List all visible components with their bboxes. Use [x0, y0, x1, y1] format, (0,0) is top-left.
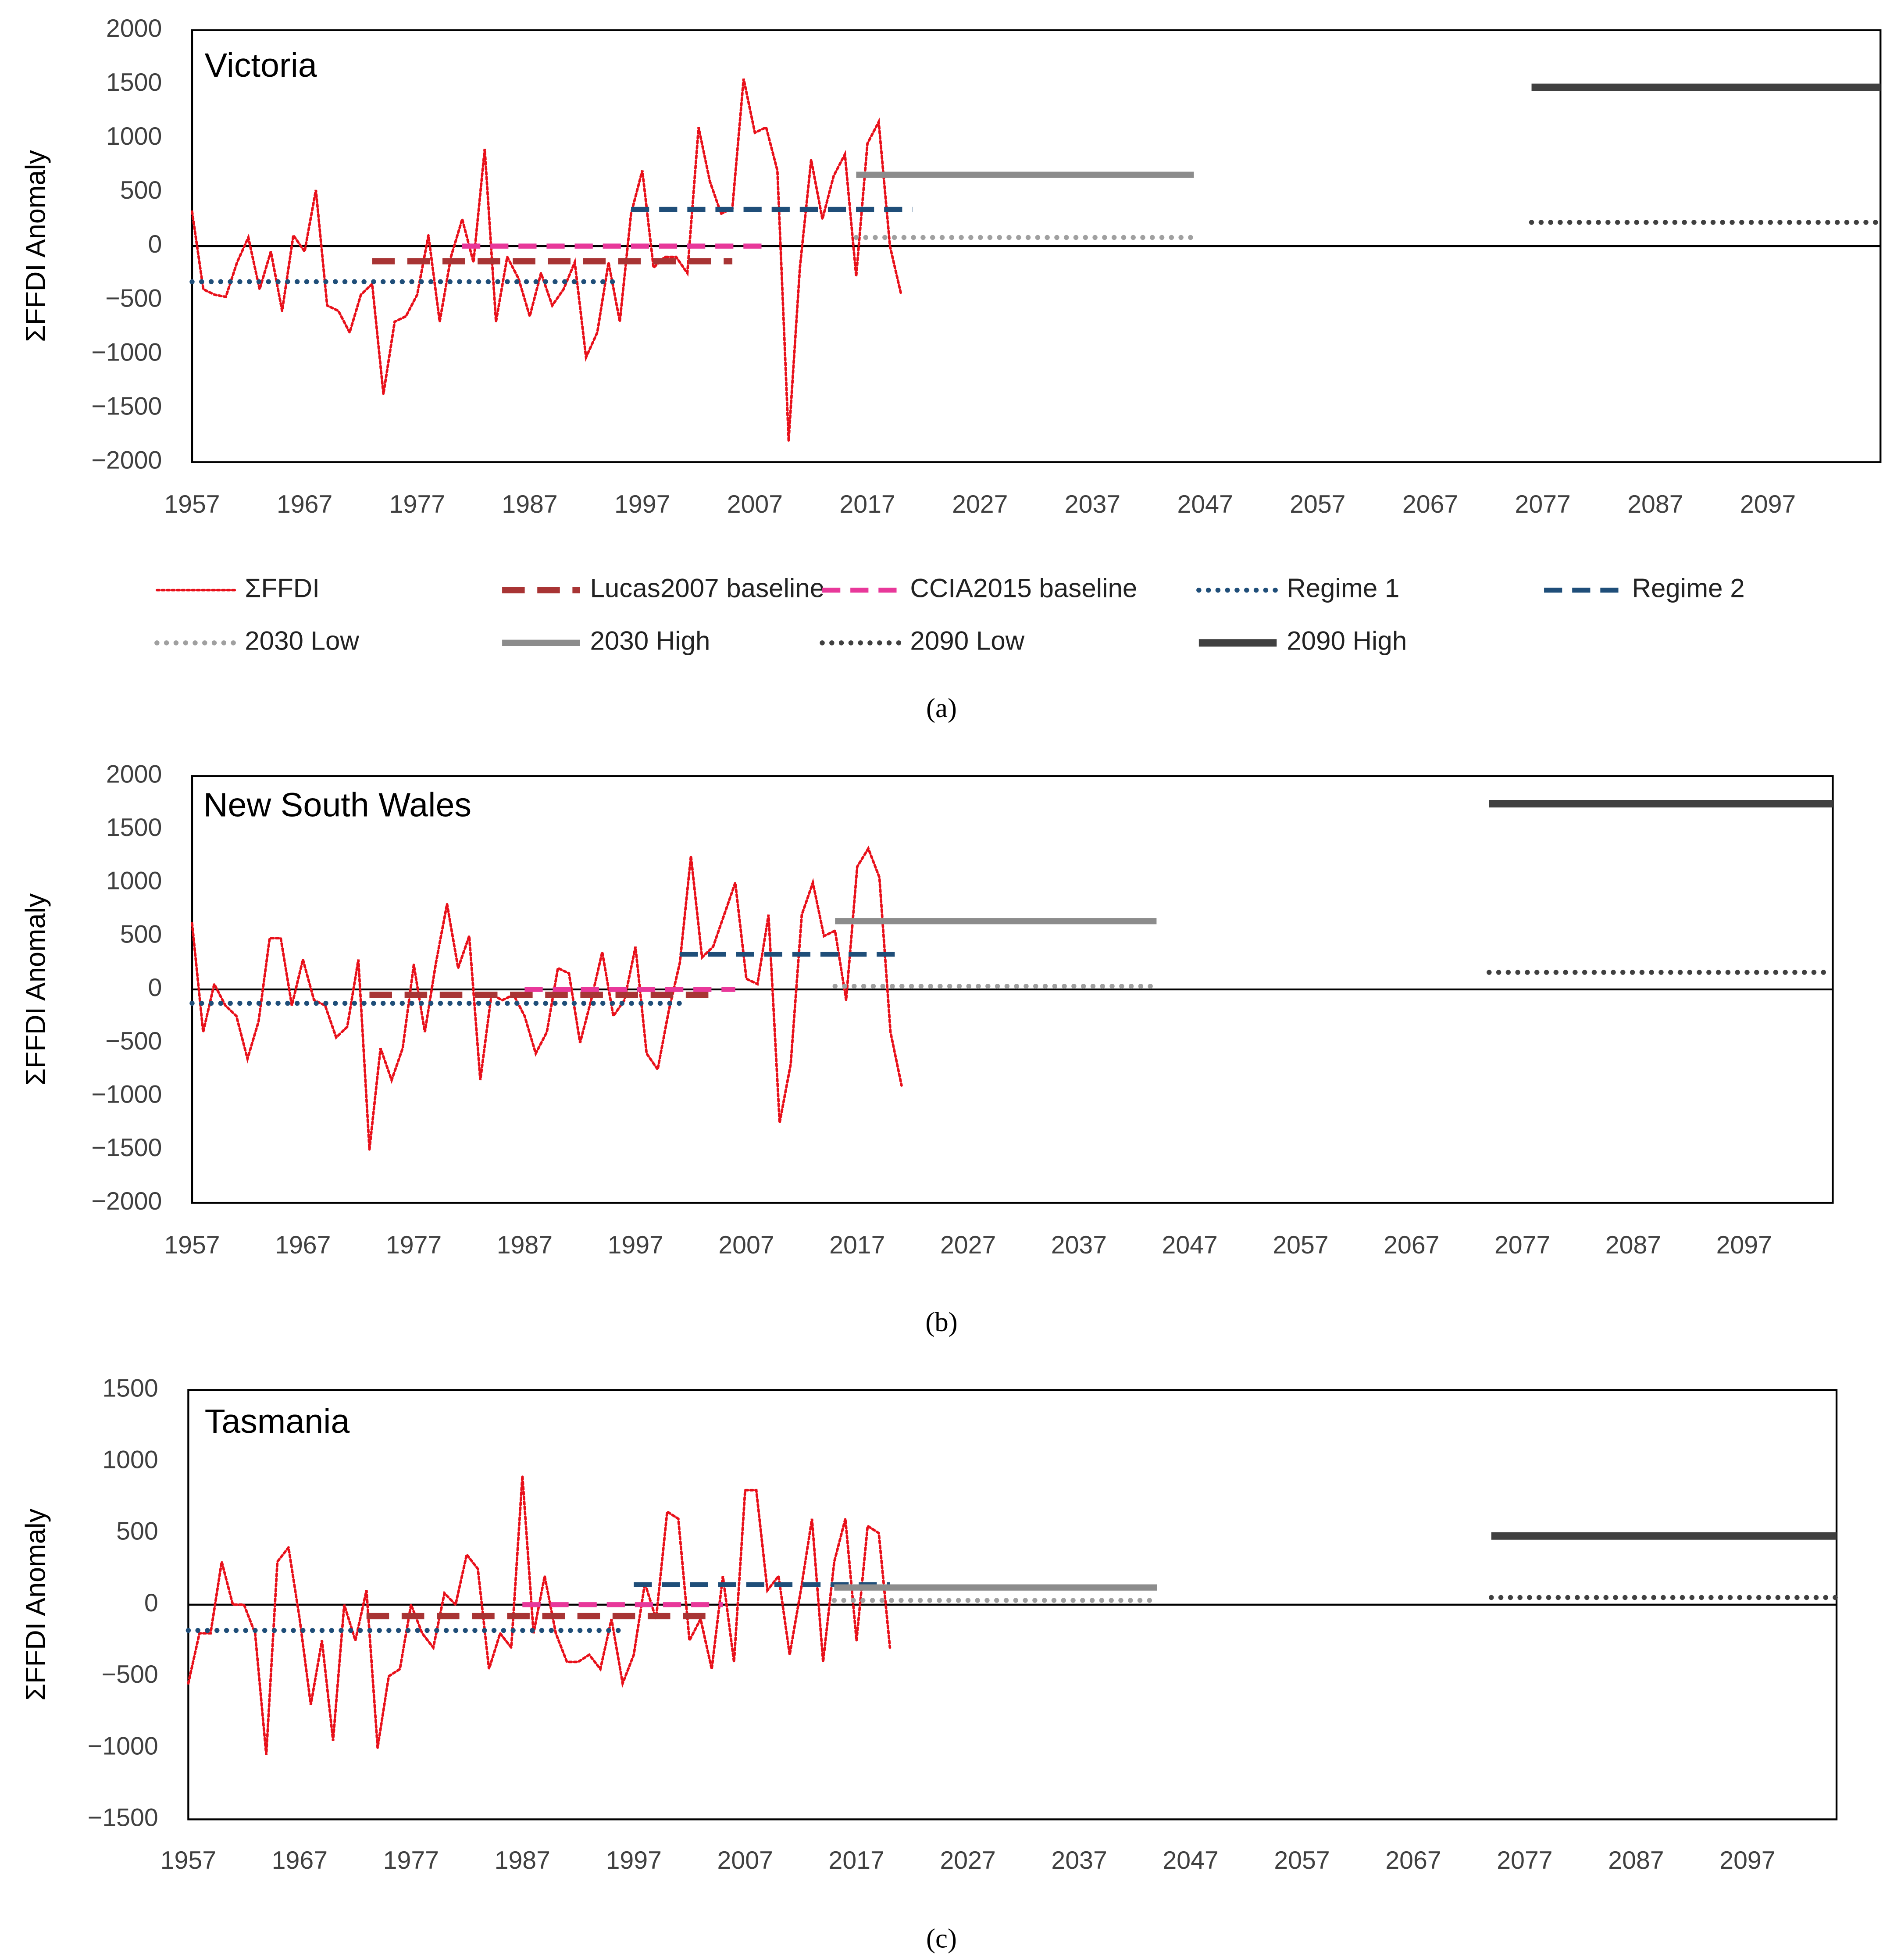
x-tick-label: 1957: [164, 490, 220, 518]
y-tick-label: −1000: [88, 1732, 158, 1760]
y-tick-label: 1000: [106, 122, 162, 150]
y-axis-label: ΣFFDI Anomaly: [21, 1508, 51, 1700]
x-tick-label: 2027: [952, 490, 1008, 518]
legend-label: 2030 Low: [245, 626, 359, 656]
x-tick-label: 2037: [1065, 490, 1120, 518]
legend-label: CCIA2015 baseline: [910, 573, 1137, 603]
x-tick-label: 1957: [160, 1846, 216, 1874]
x-tick-label: 2007: [727, 490, 783, 518]
x-tick-label: 2027: [940, 1846, 995, 1874]
y-tick-label: 2000: [106, 14, 162, 43]
series-line: [191, 846, 903, 1150]
y-tick-label: 0: [144, 1589, 158, 1617]
legend-label: 2090 Low: [910, 626, 1024, 656]
y-tick-label: 0: [148, 230, 162, 258]
series-line: [191, 78, 902, 441]
x-tick-label: 2067: [1385, 1846, 1441, 1874]
x-tick-label: 2097: [1740, 490, 1796, 518]
y-tick-label: 1500: [106, 814, 162, 842]
x-tick-label: 2037: [1051, 1231, 1107, 1259]
x-tick-label: 1977: [386, 1231, 442, 1259]
x-tick-label: 2017: [839, 490, 895, 518]
x-tick-label: 2087: [1605, 1231, 1661, 1259]
x-tick-label: 1977: [389, 490, 445, 518]
x-tick-label: 2077: [1497, 1846, 1552, 1874]
y-tick-label: −500: [102, 1660, 158, 1689]
caption: (a): [926, 693, 957, 723]
x-tick-label: 1977: [383, 1846, 439, 1874]
y-tick-label: −500: [105, 1027, 162, 1055]
x-tick-label: 1997: [608, 1231, 663, 1259]
x-tick-label: 2047: [1177, 490, 1233, 518]
legend-label: Regime 1: [1287, 573, 1399, 603]
legend-label: ΣFFDI: [245, 573, 320, 603]
y-tick-label: 500: [120, 176, 162, 204]
y-tick-label: −2000: [91, 1187, 162, 1215]
x-tick-label: 1987: [502, 490, 557, 518]
chart-title: Victoria: [205, 46, 317, 84]
x-tick-label: 1967: [275, 1231, 331, 1259]
legend-label: 2030 High: [590, 626, 710, 656]
x-tick-label: 2097: [1716, 1231, 1772, 1259]
x-tick-label: 2007: [717, 1846, 773, 1874]
y-tick-label: −1000: [91, 338, 162, 366]
x-tick-label: 2007: [718, 1231, 774, 1259]
y-tick-label: −500: [105, 284, 162, 312]
x-tick-label: 2087: [1627, 490, 1683, 518]
x-tick-label: 2017: [829, 1231, 885, 1259]
y-tick-label: 500: [116, 1517, 158, 1546]
y-axis-label: ΣFFDI Anomaly: [21, 893, 51, 1085]
y-tick-label: 1000: [102, 1446, 158, 1474]
y-tick-label: 500: [120, 920, 162, 948]
legend-label: Regime 2: [1632, 573, 1744, 603]
x-tick-label: 2067: [1384, 1231, 1439, 1259]
y-tick-label: −1500: [91, 393, 162, 421]
x-tick-label: 2057: [1290, 490, 1345, 518]
caption: (b): [925, 1307, 957, 1337]
legend-label: 2090 High: [1287, 626, 1407, 656]
x-tick-label: 2077: [1515, 490, 1571, 518]
x-tick-label: 1967: [272, 1846, 328, 1874]
y-tick-label: 1500: [106, 68, 162, 96]
x-tick-label: 1997: [614, 490, 670, 518]
x-tick-label: 2027: [940, 1231, 996, 1259]
x-tick-label: 1987: [495, 1846, 550, 1874]
x-tick-label: 1987: [497, 1231, 553, 1259]
x-tick-label: 2097: [1719, 1846, 1775, 1874]
series-line: [187, 1475, 892, 1755]
x-tick-label: 1967: [277, 490, 332, 518]
y-tick-label: 1500: [102, 1374, 158, 1402]
legend-label: Lucas2007 baseline: [590, 573, 824, 603]
y-tick-label: −2000: [91, 446, 162, 475]
y-tick-label: −1500: [88, 1803, 158, 1831]
x-tick-label: 2057: [1274, 1846, 1330, 1874]
x-tick-label: 2037: [1051, 1846, 1107, 1874]
chart-title: New South Wales: [203, 786, 471, 824]
chart-title: Tasmania: [205, 1403, 350, 1440]
y-tick-label: −1500: [91, 1134, 162, 1162]
caption: (c): [926, 1923, 957, 1954]
x-tick-label: 2087: [1608, 1846, 1664, 1874]
y-tick-label: −1000: [91, 1080, 162, 1108]
x-tick-label: 2047: [1163, 1846, 1218, 1874]
x-tick-label: 2047: [1162, 1231, 1218, 1259]
y-axis-label: ΣFFDI Anomaly: [21, 150, 51, 342]
y-tick-label: 0: [148, 974, 162, 1002]
x-tick-label: 2077: [1494, 1231, 1550, 1259]
x-tick-label: 2017: [829, 1846, 884, 1874]
x-tick-label: 1997: [606, 1846, 662, 1874]
x-tick-label: 2057: [1273, 1231, 1328, 1259]
x-tick-label: 2067: [1402, 490, 1458, 518]
y-tick-label: 2000: [106, 760, 162, 788]
y-tick-label: 1000: [106, 867, 162, 895]
x-tick-label: 1957: [164, 1231, 220, 1259]
